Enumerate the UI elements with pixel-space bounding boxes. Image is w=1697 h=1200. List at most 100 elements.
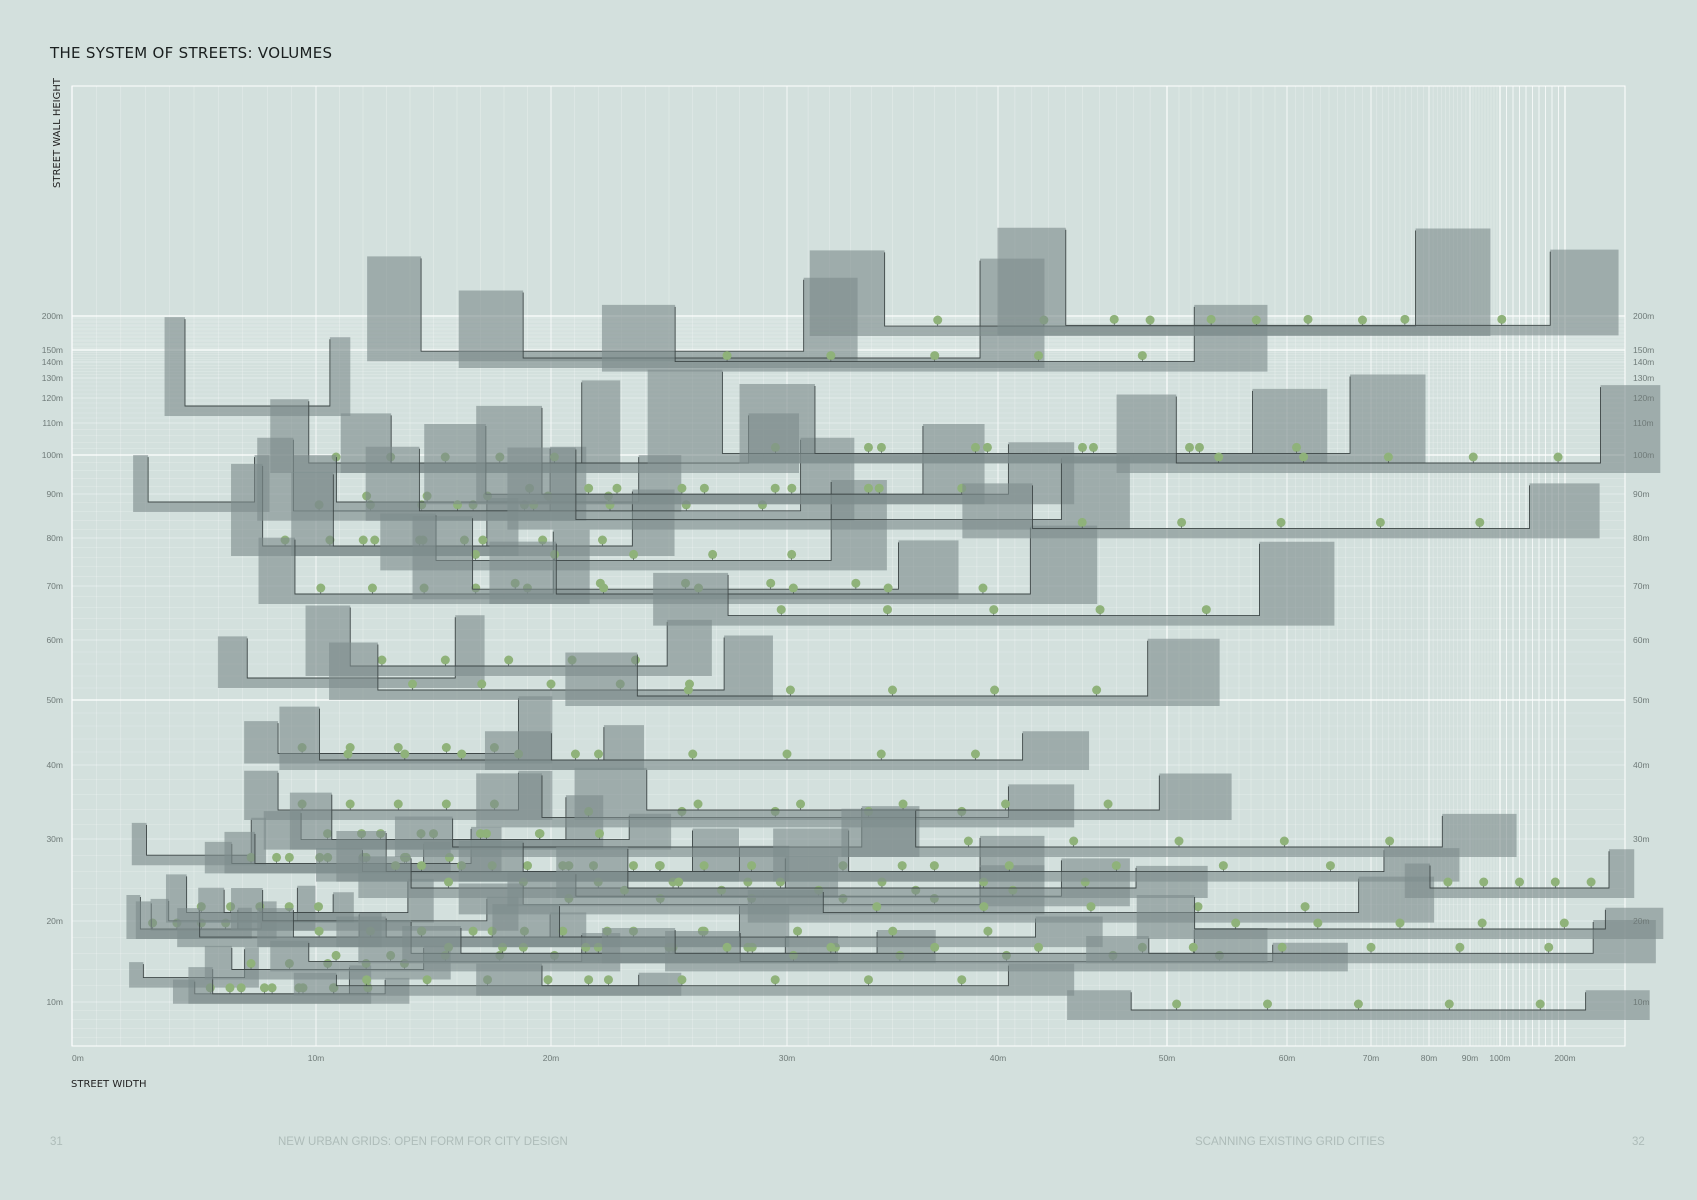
- tree-icon: [441, 799, 451, 809]
- tree-icon: [826, 351, 836, 361]
- tree-icon: [628, 861, 638, 871]
- street-volume: [556, 846, 1208, 898]
- tree-icon: [883, 605, 893, 615]
- y-tick-label-right: 30m: [1633, 834, 1650, 844]
- tree-icon: [367, 583, 377, 593]
- street-section: [458, 258, 1045, 368]
- x-tick-label: 30m: [779, 1053, 796, 1063]
- tree-icon: [970, 442, 980, 452]
- tree-icon: [983, 926, 993, 936]
- tree-icon: [1535, 999, 1545, 1009]
- tree-icon: [722, 351, 732, 361]
- tree-icon: [358, 535, 368, 545]
- tree-icon: [477, 679, 487, 689]
- footer-right-text: SCANNING EXISTING GRID CITIES: [1195, 1136, 1385, 1148]
- street-volume: [962, 483, 1600, 539]
- tree-icon: [874, 483, 884, 493]
- street-volume: [1086, 920, 1656, 964]
- y-tick-label-right: 60m: [1633, 635, 1650, 645]
- street-volume: [739, 374, 1426, 464]
- y-tick-label-left: 150m: [42, 345, 63, 355]
- street-volume: [367, 256, 858, 362]
- street-section-outline: [727, 543, 1260, 617]
- tree-icon: [1299, 452, 1309, 462]
- tree-icon: [788, 583, 798, 593]
- tree-icon: [957, 975, 967, 985]
- y-tick-label-left: 70m: [46, 581, 63, 591]
- tree-icon: [1559, 918, 1569, 928]
- tree-icon: [1300, 902, 1310, 912]
- tree-icon: [1206, 314, 1216, 324]
- tree-icon: [417, 861, 427, 871]
- tree-icon: [970, 749, 980, 759]
- y-tick-label-left: 10m: [46, 997, 63, 1007]
- street-volume: [289, 792, 672, 850]
- y-tick-label-left: 140m: [42, 357, 63, 367]
- tree-icon: [1303, 314, 1313, 324]
- tree-icon: [441, 743, 451, 752]
- tree-icon: [930, 351, 940, 361]
- street-section-outline: [184, 319, 331, 407]
- x-tick-label: 100m: [1489, 1053, 1510, 1063]
- tree-icon: [655, 861, 665, 871]
- tree-icon: [594, 749, 604, 759]
- tree-icon: [787, 549, 797, 559]
- y-tick-label-right: 40m: [1633, 760, 1650, 770]
- street-section-outline: [575, 449, 1062, 521]
- street-volume: [653, 541, 1335, 626]
- tree-icon: [599, 583, 609, 593]
- street-section: [507, 447, 1130, 530]
- tick-labels: 0m 10m 20m 30m 40m 50m 60m 70m 80m 90m 100m 200m 10m…: [42, 311, 1655, 1063]
- tree-icon: [888, 685, 897, 695]
- street-section: [164, 317, 351, 416]
- tree-icon: [1201, 605, 1211, 615]
- tree-icon: [708, 549, 718, 559]
- tree-icon: [267, 983, 277, 993]
- tree-icon: [523, 861, 532, 871]
- tree-icon: [1325, 861, 1335, 871]
- tree-icon: [1479, 877, 1489, 887]
- street-sections: [126, 227, 1664, 1020]
- tree-icon: [1279, 836, 1289, 846]
- tree-icon: [362, 975, 372, 985]
- tree-icon: [313, 902, 323, 912]
- tree-icon: [468, 926, 478, 936]
- tree-icon: [478, 535, 488, 545]
- tree-icon: [1177, 517, 1187, 527]
- tree-icon: [1137, 351, 1147, 361]
- tree-icon: [629, 549, 639, 559]
- tree-icon: [284, 852, 294, 862]
- street-volume: [507, 447, 1130, 530]
- tree-icon: [584, 483, 594, 493]
- tree-icon: [558, 926, 568, 936]
- tree-icon: [1375, 517, 1385, 527]
- y-tick-label-left: 200m: [42, 311, 63, 321]
- tree-icon: [1086, 902, 1096, 912]
- footer-left-text: NEW URBAN GRIDS: OPEN FORM FOR CITY DESI…: [278, 1136, 568, 1148]
- tree-icon: [699, 483, 709, 493]
- tree-icon: [826, 942, 836, 952]
- tree-icon: [888, 926, 898, 936]
- tree-icon: [1313, 918, 1323, 928]
- street-volume: [217, 615, 485, 688]
- tree-icon: [597, 535, 607, 545]
- street-volume: [458, 258, 1045, 368]
- x-tick-label: 70m: [1363, 1053, 1380, 1063]
- y-tick-label-right: 50m: [1633, 695, 1650, 705]
- street-volume: [565, 638, 1220, 706]
- tree-icon: [1550, 877, 1560, 887]
- tree-icon: [1193, 902, 1203, 912]
- x-axis-label: STREET WIDTH: [71, 1079, 147, 1090]
- page-number-left: 31: [50, 1136, 63, 1148]
- tree-icon: [1078, 442, 1087, 452]
- tree-icon: [314, 926, 324, 936]
- tree-icon: [1586, 877, 1596, 887]
- tree-icon: [683, 685, 693, 695]
- tree-icon: [377, 655, 387, 665]
- street-section: [565, 638, 1220, 706]
- tree-icon: [457, 749, 467, 759]
- y-tick-label-left: 130m: [42, 373, 63, 383]
- tree-icon: [343, 749, 353, 759]
- tree-icon: [1251, 315, 1261, 325]
